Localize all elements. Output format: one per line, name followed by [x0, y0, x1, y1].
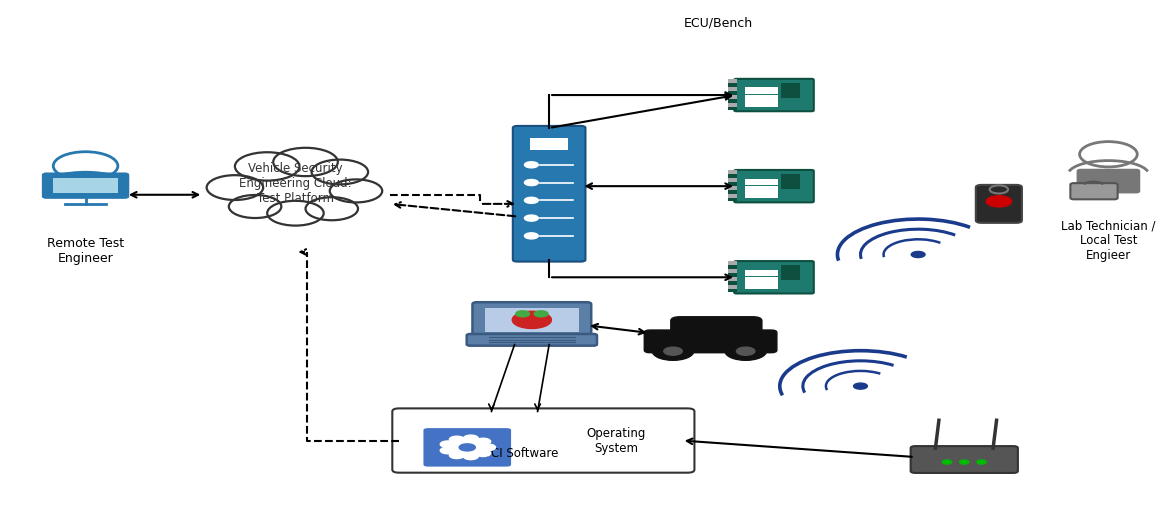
Circle shape	[524, 233, 538, 239]
Circle shape	[943, 460, 951, 464]
FancyBboxPatch shape	[1070, 183, 1118, 200]
Text: ECU/Bench: ECU/Bench	[684, 16, 753, 29]
Circle shape	[440, 447, 455, 454]
Bar	[485, 308, 579, 332]
Circle shape	[440, 441, 455, 447]
FancyBboxPatch shape	[43, 174, 128, 198]
Bar	[728, 79, 736, 83]
Circle shape	[449, 452, 464, 459]
Circle shape	[524, 162, 538, 168]
FancyBboxPatch shape	[644, 330, 777, 353]
Text: Remote Test
Engineer: Remote Test Engineer	[47, 237, 124, 265]
Circle shape	[725, 342, 767, 360]
Bar	[745, 88, 778, 94]
Bar	[530, 138, 568, 150]
Text: Operating
System: Operating System	[586, 427, 645, 455]
FancyBboxPatch shape	[424, 428, 511, 467]
Circle shape	[524, 197, 538, 204]
Circle shape	[476, 438, 490, 445]
Bar	[728, 80, 736, 110]
Bar	[728, 186, 736, 190]
Circle shape	[459, 444, 475, 451]
Circle shape	[512, 312, 552, 328]
Bar	[728, 87, 736, 91]
Bar	[728, 178, 736, 182]
Bar	[728, 171, 736, 202]
Bar	[728, 261, 736, 265]
Circle shape	[481, 444, 496, 450]
FancyBboxPatch shape	[976, 185, 1022, 223]
Circle shape	[449, 436, 464, 443]
Text: VCI Software: VCI Software	[483, 446, 558, 460]
Bar	[745, 95, 778, 107]
FancyBboxPatch shape	[1077, 169, 1139, 193]
Bar	[728, 170, 736, 174]
Bar	[782, 265, 801, 280]
Text: Vehicle Security
Engineering Cloud:
Test Platform: Vehicle Security Engineering Cloud: Test…	[239, 162, 351, 205]
FancyBboxPatch shape	[734, 261, 813, 294]
Circle shape	[463, 453, 478, 460]
Circle shape	[986, 196, 1012, 207]
Circle shape	[977, 460, 986, 464]
Bar	[782, 83, 801, 98]
Bar	[745, 270, 778, 276]
Circle shape	[664, 347, 683, 355]
Bar	[745, 179, 778, 185]
Bar	[728, 269, 736, 273]
Circle shape	[452, 440, 483, 455]
FancyBboxPatch shape	[734, 79, 813, 111]
Bar	[745, 186, 778, 198]
Circle shape	[516, 311, 530, 317]
Bar	[728, 103, 736, 107]
Circle shape	[524, 180, 538, 186]
Circle shape	[736, 347, 755, 355]
Bar	[782, 174, 801, 189]
Bar	[728, 262, 736, 293]
Bar	[728, 277, 736, 281]
FancyBboxPatch shape	[392, 408, 694, 473]
Bar	[728, 95, 736, 99]
FancyBboxPatch shape	[734, 170, 813, 203]
Bar	[728, 286, 736, 290]
FancyBboxPatch shape	[910, 446, 1018, 473]
Circle shape	[463, 435, 478, 442]
Circle shape	[911, 251, 925, 258]
FancyBboxPatch shape	[671, 317, 762, 340]
Circle shape	[853, 383, 867, 389]
Circle shape	[959, 460, 969, 464]
Bar	[745, 277, 778, 289]
Text: Lab Technician /
Local Test
Engieer: Lab Technician / Local Test Engieer	[1061, 219, 1155, 262]
Circle shape	[652, 342, 694, 360]
FancyBboxPatch shape	[512, 126, 586, 262]
FancyBboxPatch shape	[473, 302, 592, 337]
Circle shape	[476, 450, 490, 457]
FancyBboxPatch shape	[467, 334, 598, 346]
Bar	[54, 178, 118, 193]
Bar	[728, 194, 736, 199]
Circle shape	[534, 311, 548, 317]
Circle shape	[524, 215, 538, 221]
